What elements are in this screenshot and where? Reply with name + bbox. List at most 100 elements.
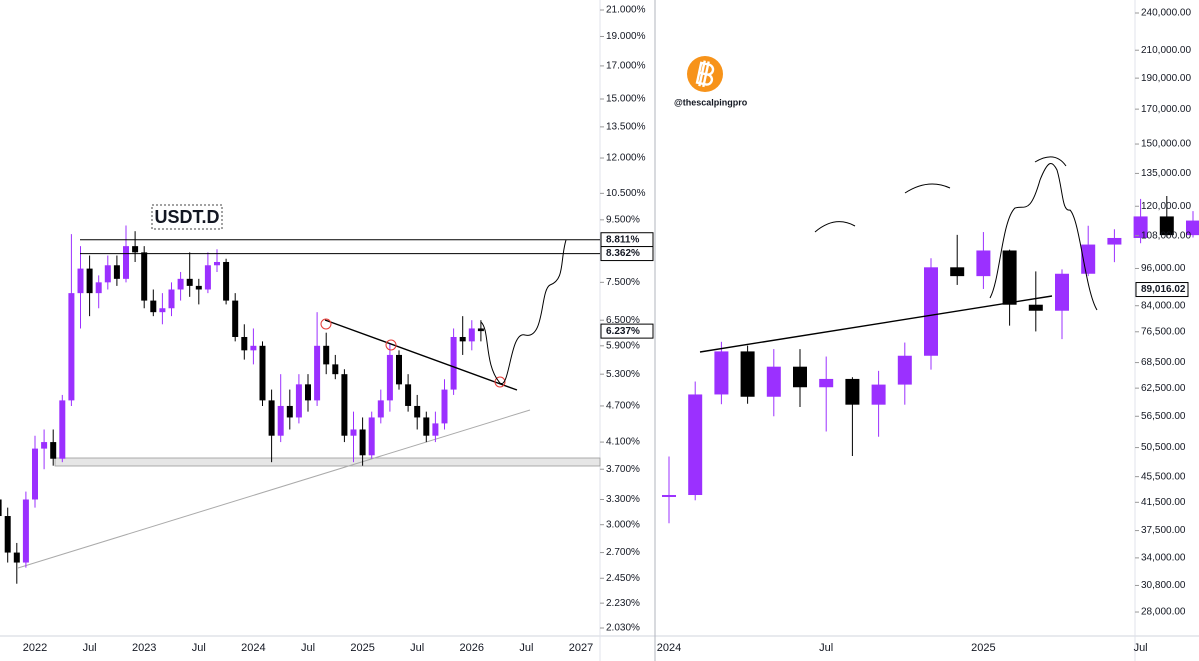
- y-tick-label: 34,000.00: [1141, 553, 1186, 564]
- candle-body: [845, 378, 860, 405]
- candle-body: [368, 417, 375, 456]
- y-tick-label: 4.100%: [606, 437, 640, 448]
- y-tick-label: 41,500.00: [1141, 497, 1186, 508]
- candle-body: [819, 378, 834, 388]
- candle-body: [168, 289, 175, 309]
- price-label-box: [600, 323, 654, 339]
- projection-path: [480, 239, 567, 384]
- y-tick-label: 2.030%: [606, 623, 640, 634]
- y-tick-label: 84,000.00: [1141, 300, 1186, 311]
- candle-body: [195, 285, 202, 290]
- candle-body: [113, 265, 120, 279]
- trendline: [324, 319, 518, 391]
- candle-body: [414, 405, 421, 418]
- y-tick-label: 210,000.00: [1141, 45, 1191, 56]
- candle-body: [350, 429, 357, 436]
- candle-body: [22, 499, 29, 563]
- x-tick-label: 2025: [350, 642, 374, 654]
- candle-body: [740, 351, 755, 397]
- candle-body: [204, 265, 211, 290]
- projection-path: [989, 162, 1098, 311]
- candle-body: [897, 355, 912, 385]
- y-tick-label: 10.500%: [606, 188, 646, 199]
- x-tick-label: Jul: [519, 642, 533, 654]
- candle-body: [477, 328, 484, 332]
- y-tick-label: 7.500%: [606, 277, 640, 288]
- candle-body: [714, 351, 729, 395]
- candle-body: [1107, 237, 1122, 245]
- candle-body: [277, 405, 284, 436]
- y-tick-label: 37,500.00: [1141, 525, 1186, 536]
- x-tick-label: 2022: [23, 642, 47, 654]
- candle-body: [396, 354, 402, 385]
- y-tick-label: 30,800.00: [1141, 580, 1186, 591]
- candle-body: [232, 300, 239, 337]
- candle-body: [41, 442, 48, 449]
- price-label-box: [600, 246, 654, 262]
- candle-body: [976, 250, 991, 277]
- y-tick-label: 56,500.00: [1141, 411, 1186, 422]
- candle-body: [13, 552, 20, 563]
- touch-marker: [320, 318, 332, 330]
- candle-body: [441, 389, 448, 424]
- x-tick-label: 2024: [657, 642, 681, 654]
- candle-body: [793, 366, 807, 388]
- x-tick-label: 2025: [971, 642, 995, 654]
- candle-body: [241, 336, 248, 351]
- x-tick-label: Jul: [83, 642, 97, 654]
- candle-body: [141, 252, 148, 301]
- candle-body: [359, 429, 366, 456]
- x-tick-label: 2026: [460, 642, 484, 654]
- price-label: 8.362%: [606, 248, 640, 259]
- candle-body: [223, 261, 230, 301]
- y-tick-label: 5.300%: [606, 369, 640, 380]
- price-label: 8.811%: [606, 234, 639, 245]
- candle-body: [1186, 220, 1199, 236]
- candle-body: [132, 246, 139, 253]
- candle-body: [1133, 216, 1148, 238]
- y-tick-label: 17.000%: [606, 61, 646, 72]
- candle-body: [295, 384, 302, 418]
- candle-body: [250, 345, 257, 351]
- trendline: [17, 409, 531, 569]
- candle-body: [662, 495, 676, 497]
- y-tick-label: 28,000.00: [1141, 607, 1186, 618]
- candle-body: [159, 308, 166, 313]
- candle-body: [259, 345, 266, 401]
- x-tick-label: Jul: [1134, 642, 1148, 654]
- candle-body: [0, 499, 2, 517]
- candle-body: [432, 423, 439, 436]
- candle-body: [305, 384, 311, 401]
- candle-body: [323, 345, 330, 365]
- y-tick-label: 3.000%: [606, 519, 640, 530]
- y-tick-label: 5.900%: [606, 340, 640, 351]
- candle-body: [688, 394, 703, 496]
- y-tick-label: 6.500%: [606, 315, 640, 326]
- candle-body: [4, 516, 11, 553]
- candle-body: [386, 354, 393, 401]
- y-tick-label: 170,000.00: [1141, 104, 1191, 115]
- y-tick-label: 108,000.00: [1141, 230, 1191, 241]
- y-tick-label: 3.300%: [606, 494, 640, 505]
- y-tick-label: 15.000%: [606, 94, 646, 105]
- candle-body: [1002, 250, 1017, 305]
- y-tick-label: 21.000%: [606, 5, 646, 16]
- y-tick-label: 2.450%: [606, 573, 640, 584]
- candle-body: [450, 336, 457, 390]
- title-box: [151, 204, 223, 230]
- x-tick-label: 2023: [132, 642, 156, 654]
- x-tick-label: 2024: [241, 642, 265, 654]
- y-tick-label: 120,000.00: [1141, 201, 1191, 212]
- candle-body: [268, 400, 275, 436]
- y-tick-label: 2.700%: [606, 547, 640, 558]
- touch-marker: [494, 376, 506, 388]
- candle-body: [50, 442, 57, 459]
- candles: [0, 195, 1199, 584]
- candle-body: [341, 374, 348, 436]
- chart-title: USDT.D: [154, 207, 219, 227]
- y-tick-label: 240,000.00: [1141, 8, 1191, 19]
- candle-body: [104, 265, 111, 283]
- candle-body: [59, 400, 66, 459]
- x-tick-label: Jul: [410, 642, 424, 654]
